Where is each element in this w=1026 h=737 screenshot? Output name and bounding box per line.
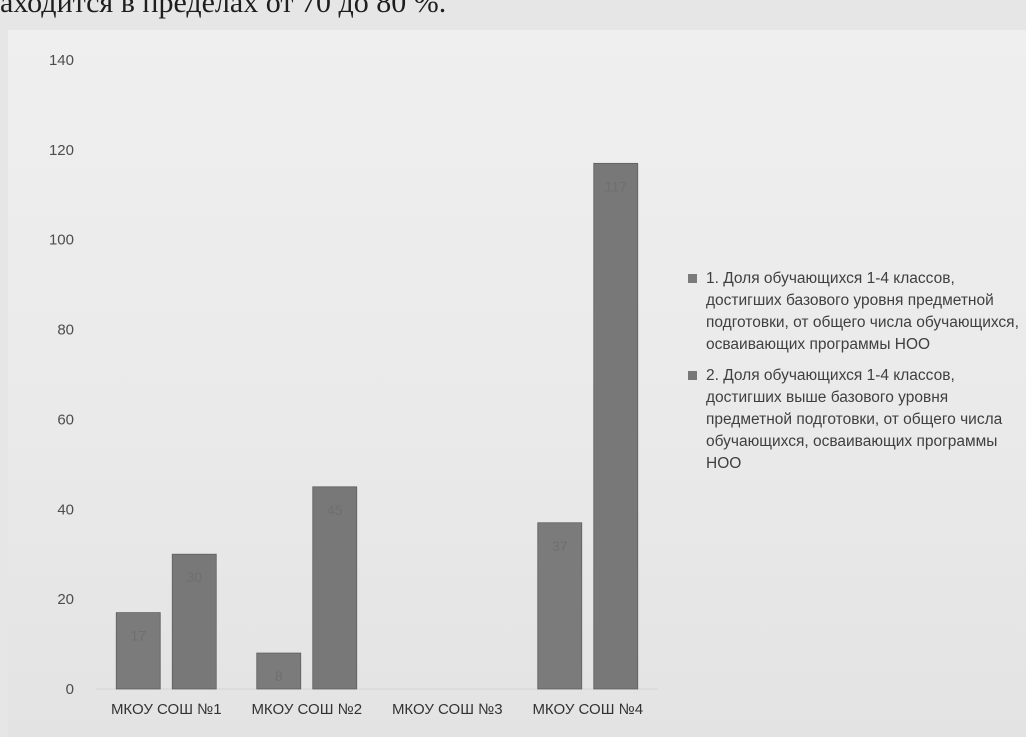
page-text-fragment: аходится в пределах от 70 до 80 %. bbox=[0, 0, 447, 19]
x-tick-label: МКОУ СОШ №3 bbox=[392, 701, 503, 718]
data-label: 37 bbox=[552, 538, 568, 554]
bar-series-1 bbox=[256, 652, 302, 690]
y-tick-label: 60 bbox=[57, 411, 74, 428]
y-tick-label: 20 bbox=[57, 591, 74, 608]
legend-label-series-2: 2. Доля обучающихся 1-4 классов, достигш… bbox=[706, 367, 1003, 472]
legend-swatch-series-1 bbox=[688, 274, 697, 283]
bar-series-2 bbox=[593, 162, 639, 690]
chart-area: 0 20 40 60 80 100 120 140 17 30 МКОУ СОШ №1 8 45 МКОУ… bbox=[8, 30, 1026, 737]
legend-label-series-1: 1. Доля обучающихся 1-4 классов, достигш… bbox=[706, 270, 1019, 353]
legend-item-series-2: 2. Доля обучающихся 1-4 классов, достигш… bbox=[688, 365, 1026, 475]
data-label: 17 bbox=[130, 628, 146, 644]
data-label: 30 bbox=[186, 569, 202, 585]
y-tick-label: 40 bbox=[57, 501, 74, 518]
x-tick-label: МКОУ СОШ №4 bbox=[532, 701, 643, 718]
bar-chart: 0 20 40 60 80 100 120 140 17 30 МКОУ СОШ №1 8 45 МКОУ… bbox=[49, 52, 658, 718]
y-tick-label: 120 bbox=[49, 142, 74, 159]
x-tick-label: МКОУ СОШ №2 bbox=[251, 701, 362, 718]
bar-series-2 bbox=[312, 486, 358, 690]
y-tick-label: 80 bbox=[57, 322, 74, 339]
legend-swatch-series-2 bbox=[688, 371, 697, 380]
x-tick-label: МКОУ СОШ №1 bbox=[111, 701, 222, 718]
chart-legend: 1. Доля обучающихся 1-4 классов, достигш… bbox=[688, 268, 1026, 484]
bar-series-2 bbox=[171, 553, 217, 690]
data-label: 45 bbox=[327, 502, 343, 518]
y-tick-label: 0 bbox=[66, 681, 74, 698]
y-tick-label: 100 bbox=[49, 232, 74, 249]
legend-item-series-1: 1. Доля обучающихся 1-4 классов, достигш… bbox=[688, 268, 1026, 356]
y-tick-label: 140 bbox=[49, 52, 74, 69]
bar-series-1 bbox=[537, 522, 583, 690]
data-label: 8 bbox=[275, 668, 283, 684]
data-label: 117 bbox=[605, 178, 628, 194]
bar-series-1 bbox=[115, 612, 161, 690]
